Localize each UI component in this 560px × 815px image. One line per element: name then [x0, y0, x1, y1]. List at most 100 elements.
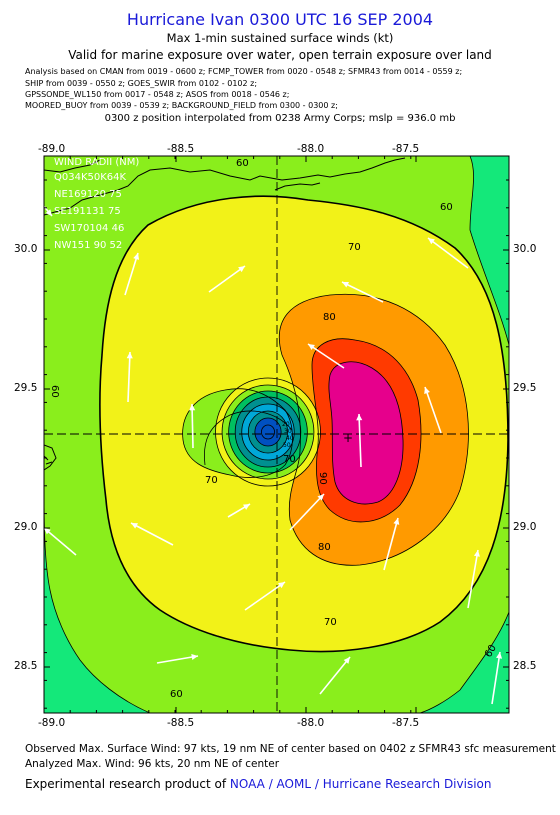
analyzed-max-wind: Analyzed Max. Wind: 96 kts, 20 nm NE of …	[25, 758, 280, 770]
wind-vector-head	[428, 238, 435, 245]
wind-radii-row: NE169120 75	[54, 189, 122, 200]
lon-tick-top: -88.0	[297, 143, 325, 155]
contour-label: 70	[205, 475, 218, 486]
wind-radii-row: NW151 90 52	[54, 240, 122, 251]
eye-wall-ring	[261, 424, 275, 440]
wind-vector-head	[191, 654, 198, 661]
contour-label: 70	[324, 617, 337, 628]
wind-vector	[289, 493, 325, 531]
analysis-sources-line: GPSSONDE_WL150 from 0017 - 0548 z; ASOS …	[25, 90, 290, 99]
wind-vector-head	[317, 494, 324, 501]
contour-label: 70	[283, 454, 296, 465]
wind-radii-table: WIND RADII (NM) Q034K50K64K NE169120 75 …	[54, 157, 139, 251]
wind-vector-head	[238, 266, 245, 273]
position-note: 0300 z position interpolated from 0238 A…	[104, 113, 456, 124]
wind-vector-head	[424, 387, 430, 394]
wind-vector	[127, 351, 131, 403]
wind-vector	[307, 343, 345, 369]
contour-label: 60	[236, 158, 249, 169]
analysis-sources-line: Analysis based on CMAN from 0019 - 0600 …	[25, 67, 463, 76]
lon-tick-bottom: -88.0	[297, 717, 325, 729]
wind-vector	[491, 651, 501, 705]
wind-vector	[427, 237, 469, 269]
observed-max-wind: Observed Max. Surface Wind: 97 kts, 19 n…	[25, 743, 556, 755]
wind-vector-head	[44, 528, 51, 535]
wind-vector	[124, 252, 139, 296]
contour-label: 80	[318, 542, 331, 553]
contour-label: 30	[284, 428, 292, 435]
lon-tick-top: -88.5	[167, 143, 195, 155]
wind-radii-title: WIND RADII (NM)	[54, 157, 139, 168]
wind-vector-head	[342, 282, 349, 288]
lat-tick-left: 29.0	[14, 521, 38, 533]
lon-tick-top: -89.0	[38, 143, 66, 155]
wind-vector-head	[189, 404, 196, 411]
credit-line: Experimental research product of NOAA / …	[25, 777, 491, 791]
plot-frame	[43, 155, 510, 714]
eye-wall	[215, 377, 321, 487]
map-subtitle: Max 1-min sustained surface winds (kt)	[166, 31, 394, 45]
analysis-sources-line: MOORED_BUOY from 0039 - 0539 z; BACKGROU…	[25, 101, 338, 110]
contour-label: 60	[49, 385, 60, 398]
analysis-sources-line: SHIP from 0039 - 0550 z; GOES_SWIR from …	[25, 79, 258, 88]
wind-vector	[191, 403, 194, 449]
wind-radii-header: Q034K50K64K	[54, 172, 127, 183]
wind-vector	[130, 522, 174, 546]
wind-vector-head	[126, 352, 133, 359]
lat-tick-right: 30.0	[513, 243, 537, 255]
lon-tick-bottom: -88.5	[167, 717, 195, 729]
wind-vector	[383, 517, 399, 571]
wind-vector-head	[343, 657, 350, 664]
wind-vector-head	[308, 344, 315, 351]
lat-tick-left: 30.0	[14, 243, 38, 255]
wind-vector	[156, 655, 199, 664]
contour-lines-thin	[44, 156, 509, 713]
wind-vector	[358, 413, 362, 468]
lat-tick-right: 29.5	[513, 382, 537, 394]
wind-vector	[319, 656, 351, 695]
wind-vector	[244, 581, 286, 611]
lat-tick-right: 28.5	[513, 660, 537, 672]
wind-vector-head	[278, 582, 285, 589]
contour-label: 90	[317, 472, 328, 485]
lat-tick-left: 28.5	[14, 660, 38, 672]
contour-label: 60	[440, 202, 453, 213]
lon-tick-bottom: -87.5	[392, 717, 420, 729]
wind-vector-head	[473, 550, 480, 557]
lat-tick-left: 29.5	[14, 382, 38, 394]
credit-prefix: Experimental research product of	[25, 777, 230, 791]
credit-org-link[interactable]: NOAA / AOML / Hurricane Research Divisio…	[229, 777, 492, 791]
contour-label: 70	[348, 242, 361, 253]
center-crosshair	[44, 156, 509, 713]
axis-ticks	[43, 156, 509, 713]
wind-radii-row: SE191131 75	[54, 206, 121, 217]
coastline	[44, 157, 406, 471]
validity-note: Valid for marine exposure over water, op…	[68, 48, 492, 62]
wind-vector-head	[45, 209, 52, 216]
map-title: Hurricane Ivan 0300 UTC 16 SEP 2004	[126, 10, 434, 29]
wind-vector	[44, 527, 77, 556]
lon-tick-bottom: -89.0	[38, 717, 66, 729]
wind-vector	[467, 549, 479, 609]
wind-radii-row: SW170104 46	[54, 223, 124, 234]
wind-band-95kt	[328, 361, 404, 504]
lon-tick-top: -87.5	[392, 143, 420, 155]
wind-vector-head	[131, 523, 138, 529]
wind-vector	[424, 386, 442, 434]
wind-vectors	[44, 205, 503, 705]
wind-vector-head	[356, 414, 363, 421]
contour-label: 60	[170, 689, 183, 700]
wind-vector-head	[243, 504, 250, 510]
wind-vector	[341, 281, 384, 303]
lat-tick-right: 29.0	[513, 521, 537, 533]
contour-label: 50	[283, 442, 291, 449]
contour-label: 40	[286, 435, 294, 442]
wind-vector-head	[393, 518, 400, 525]
contour-lines	[99, 195, 509, 653]
wind-vector-head	[496, 652, 503, 659]
max-wind-marker: +	[343, 431, 353, 445]
contour-label: 20	[282, 421, 290, 428]
contour-label: 80	[323, 312, 336, 323]
